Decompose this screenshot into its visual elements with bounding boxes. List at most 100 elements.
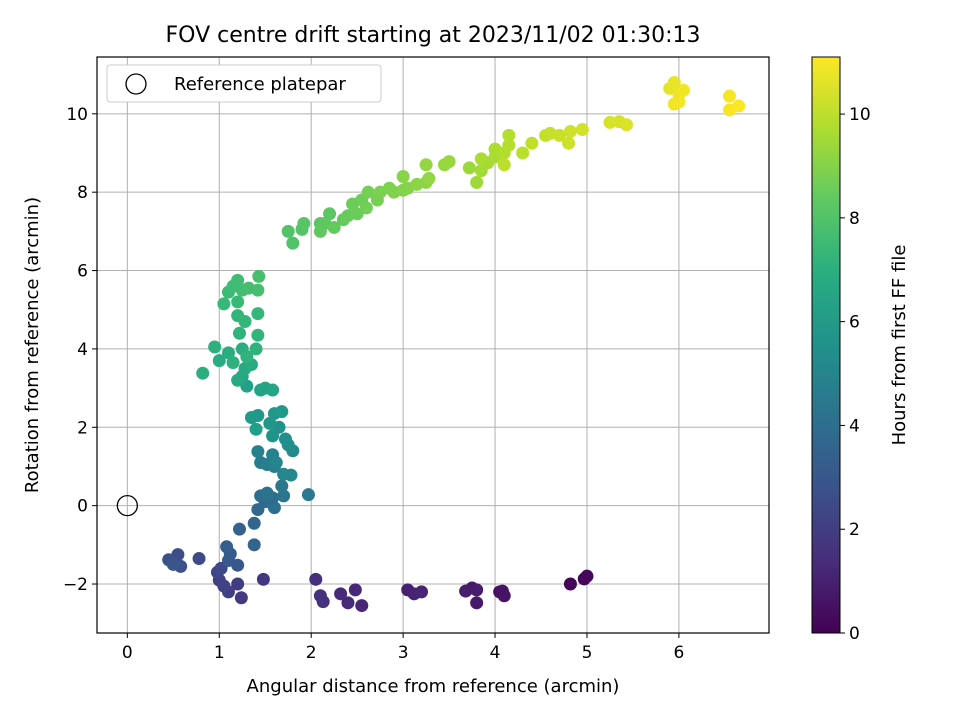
scatter-point bbox=[251, 328, 265, 342]
scatter-point bbox=[327, 220, 341, 234]
x-axis-label: Angular distance from reference (arcmin) bbox=[247, 676, 620, 697]
x-tick-label: 4 bbox=[490, 643, 501, 663]
scatter-point bbox=[263, 416, 277, 430]
colorbar-tick-label: 4 bbox=[849, 416, 860, 436]
y-tick-label: 8 bbox=[77, 183, 88, 203]
legend-reference-marker bbox=[125, 73, 147, 95]
scatter-point bbox=[495, 584, 509, 598]
scatter-point bbox=[251, 307, 265, 321]
y-tick-label: 10 bbox=[66, 105, 88, 125]
scatter-point bbox=[323, 207, 337, 221]
scatter-point bbox=[260, 486, 274, 500]
colorbar bbox=[811, 56, 841, 634]
scatter-point bbox=[232, 326, 246, 340]
y-tick-label: 4 bbox=[77, 340, 88, 360]
scatter-point bbox=[563, 577, 577, 591]
scatter-point bbox=[247, 538, 261, 552]
y-axis-label: Rotation from reference (arcmin) bbox=[22, 197, 43, 493]
legend: Reference platepar bbox=[106, 64, 382, 103]
scatter-point bbox=[247, 516, 261, 530]
scatter-point bbox=[620, 118, 634, 132]
scatter-point bbox=[563, 124, 577, 138]
colorbar-tick-label: 0 bbox=[849, 624, 860, 644]
scatter-point bbox=[677, 83, 691, 97]
x-tick-label: 2 bbox=[306, 643, 317, 663]
reference-platepar-marker bbox=[116, 495, 138, 517]
scatter-point bbox=[284, 468, 298, 482]
scatter-point bbox=[316, 595, 330, 609]
scatter-point bbox=[442, 155, 456, 169]
colorbar-tick-label: 10 bbox=[849, 105, 871, 125]
scatter-point bbox=[419, 158, 433, 172]
scatter-point bbox=[275, 479, 289, 493]
scatter-point bbox=[256, 572, 270, 586]
scatter-point bbox=[249, 342, 263, 356]
grid-lines bbox=[97, 57, 769, 633]
colorbar-label: Hours from first FF file bbox=[889, 245, 910, 446]
scatter-point bbox=[348, 583, 362, 597]
scatter-point bbox=[208, 340, 222, 354]
y-tick-label: 6 bbox=[77, 262, 88, 282]
scatter-point bbox=[252, 269, 266, 283]
scatter-point bbox=[462, 161, 476, 175]
scatter-point bbox=[396, 170, 410, 184]
scatter-point bbox=[238, 314, 252, 328]
scatter-point bbox=[217, 579, 231, 593]
scatter-point bbox=[672, 95, 686, 109]
scatter-point bbox=[251, 283, 265, 297]
y-tick-label: 0 bbox=[77, 497, 88, 517]
scatter-point bbox=[266, 383, 280, 397]
x-tick-label: 6 bbox=[673, 643, 684, 663]
scatter-point bbox=[221, 346, 235, 360]
scatter-point bbox=[269, 456, 283, 470]
scatter-point bbox=[497, 158, 511, 172]
scatter-point bbox=[359, 201, 373, 215]
scatter-point bbox=[470, 175, 484, 189]
x-tick-label: 0 bbox=[122, 643, 133, 663]
scatter-point bbox=[231, 273, 245, 287]
scatter-point bbox=[166, 557, 180, 571]
x-tick-label: 3 bbox=[398, 643, 409, 663]
colorbar-tick-label: 8 bbox=[849, 209, 860, 229]
scatter-point bbox=[722, 89, 736, 103]
scatter-point bbox=[231, 577, 245, 591]
scatter-point bbox=[240, 350, 254, 364]
scatter-point bbox=[249, 422, 263, 436]
scatter-point bbox=[232, 522, 246, 536]
scatter-point bbox=[575, 122, 589, 136]
scatter-point bbox=[313, 224, 327, 238]
colorbar-ticks: 0 2 4 6 8 10 bbox=[840, 105, 871, 644]
scatter-point bbox=[275, 405, 289, 419]
scatter-point bbox=[301, 488, 315, 502]
scatter-point bbox=[231, 373, 245, 387]
reference-marker-group bbox=[116, 495, 138, 517]
scatter-point bbox=[309, 572, 323, 586]
legend-box bbox=[106, 64, 382, 103]
scatter-point bbox=[244, 410, 258, 424]
scatter-point bbox=[562, 136, 576, 150]
scatter-point bbox=[278, 432, 292, 446]
x-axis-ticks: 0 1 2 3 4 5 6 bbox=[122, 633, 684, 663]
scatter-point bbox=[422, 171, 436, 185]
scatter-point bbox=[226, 356, 240, 370]
data-points bbox=[162, 75, 746, 613]
scatter-point bbox=[502, 128, 516, 142]
legend-entry-label: Reference platepar bbox=[174, 74, 346, 95]
scatter-point bbox=[341, 596, 355, 610]
scatter-point bbox=[667, 75, 681, 89]
scatter-point bbox=[502, 138, 516, 152]
x-tick-label: 5 bbox=[582, 643, 593, 663]
x-tick-label: 1 bbox=[214, 643, 225, 663]
scatter-point bbox=[732, 99, 746, 113]
scatter-point bbox=[516, 146, 530, 160]
scatter-point bbox=[474, 152, 488, 166]
scatter-point bbox=[470, 596, 484, 610]
scatter-point bbox=[192, 552, 206, 566]
colorbar-tick-label: 6 bbox=[849, 313, 860, 333]
scatter-point bbox=[415, 585, 429, 599]
scatter-point bbox=[266, 429, 280, 443]
scatter-point bbox=[196, 366, 210, 380]
scatter-point bbox=[277, 489, 291, 503]
plot-frame bbox=[96, 56, 770, 634]
